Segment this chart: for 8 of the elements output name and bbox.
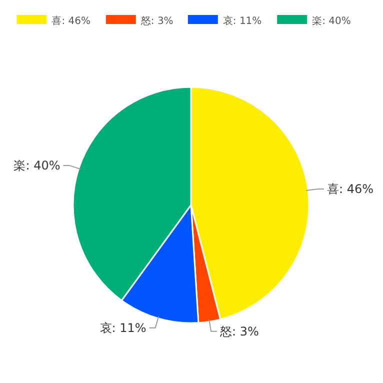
slice-label: 哀: 11%: [100, 320, 146, 335]
slice-label: 楽: 40%: [14, 158, 60, 172]
slice-label: 喜: 46%: [326, 182, 374, 196]
legend-label: 楽: 40%: [312, 15, 351, 27]
legend-label: 喜: 46%: [52, 15, 90, 27]
slice-label: 怒: 3%: [219, 324, 259, 338]
legend-label: 哀: 11%: [222, 15, 262, 27]
legend-label: 怒: 3%: [140, 15, 174, 27]
